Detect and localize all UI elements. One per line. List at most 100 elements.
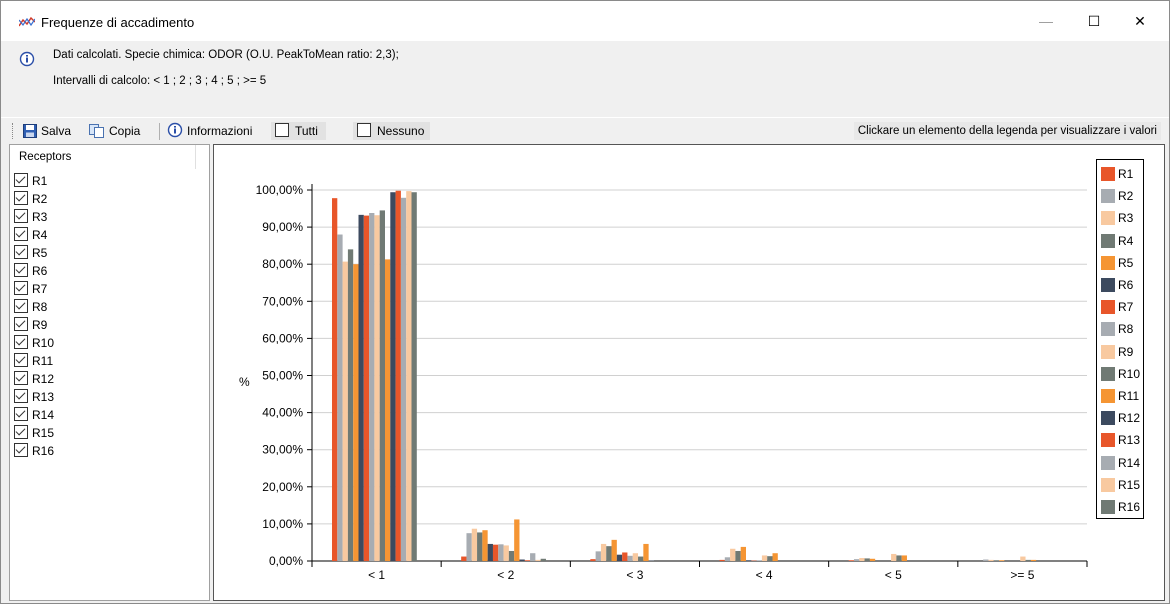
receptor-item[interactable]: R13 — [14, 389, 54, 407]
legend-item[interactable]: R2 — [1101, 186, 1141, 206]
receptor-checkbox[interactable] — [14, 353, 28, 367]
receptor-checkbox[interactable] — [14, 173, 28, 187]
receptor-checkbox[interactable] — [14, 425, 28, 439]
legend-label: R7 — [1118, 300, 1134, 315]
receptor-label: R15 — [32, 426, 55, 440]
bar-R7 — [492, 544, 499, 561]
select-all-label: Tutti — [295, 124, 318, 138]
legend-item[interactable]: R12 — [1101, 408, 1141, 428]
receptor-checkbox[interactable] — [14, 299, 28, 313]
receptor-item[interactable]: R16 — [14, 443, 54, 461]
select-all-checkbox[interactable]: Tutti — [271, 122, 326, 140]
toolbar-grip[interactable] — [12, 123, 15, 139]
receptor-checkbox[interactable] — [14, 317, 28, 331]
receptor-checkbox[interactable] — [14, 191, 28, 205]
bar-R9 — [761, 555, 768, 561]
legend-item[interactable]: R14 — [1101, 453, 1141, 473]
legend-item[interactable]: R5 — [1101, 253, 1141, 273]
close-button[interactable]: ✕ — [1134, 13, 1146, 29]
legend-item[interactable]: R8 — [1101, 319, 1141, 339]
receptor-item[interactable]: R12 — [14, 371, 54, 389]
receptor-item[interactable]: R3 — [14, 209, 54, 227]
receptor-checkbox[interactable] — [14, 263, 28, 277]
bar-R11 — [643, 543, 649, 561]
window-title: Frequenze di accadimento — [41, 15, 195, 30]
legend-item[interactable]: R3 — [1101, 208, 1141, 228]
minimize-button[interactable]: — — [1039, 13, 1053, 29]
legend-swatch — [1101, 500, 1115, 514]
legend-swatch — [1101, 366, 1115, 381]
save-button[interactable]: Salva — [23, 122, 71, 140]
legend-swatch — [1101, 278, 1115, 292]
receptor-item[interactable]: R8 — [14, 299, 54, 317]
bar-R12 — [390, 192, 396, 561]
legend-item[interactable]: R1 — [1101, 164, 1141, 184]
bar-R6 — [487, 543, 493, 561]
legend-item[interactable]: R15 — [1101, 475, 1141, 495]
receptor-checkbox[interactable] — [14, 407, 28, 421]
bar-R1 — [461, 556, 467, 561]
select-none-checkbox[interactable]: Nessuno — [353, 122, 431, 140]
bar-R1 — [332, 198, 338, 562]
select-none-label: Nessuno — [377, 124, 425, 138]
receptor-label: R7 — [32, 282, 48, 296]
legend-item[interactable]: R9 — [1101, 342, 1141, 362]
maximize-button[interactable]: ☐ — [1087, 13, 1101, 29]
x-tick-label: < 1 — [368, 568, 385, 582]
copy-button[interactable]: Copia — [89, 122, 140, 140]
legend-swatch — [1101, 189, 1115, 204]
y-axis-label: % — [239, 375, 250, 389]
receptor-item[interactable]: R5 — [14, 245, 54, 263]
bar-R10 — [1025, 559, 1031, 561]
receptor-checkbox[interactable] — [14, 443, 28, 457]
bar-R10 — [379, 210, 385, 561]
legend-swatch — [1101, 322, 1115, 337]
receptor-item[interactable]: R7 — [14, 281, 54, 299]
receptor-item[interactable]: R6 — [14, 263, 54, 281]
legend-item[interactable]: R7 — [1101, 297, 1141, 317]
legend-hint: Clickare un elemento della legenda per v… — [853, 122, 1161, 140]
receptor-checkbox[interactable] — [14, 389, 28, 403]
bar-R9 — [891, 553, 897, 561]
bar-R10 — [767, 556, 773, 561]
receptor-item[interactable]: R14 — [14, 407, 54, 425]
info-icon — [19, 51, 35, 67]
receptor-item[interactable]: R9 — [14, 317, 54, 335]
bar-R8 — [369, 213, 375, 561]
bar-R16 — [411, 192, 417, 561]
legend-swatch — [1101, 389, 1115, 403]
legend-label: R16 — [1118, 500, 1141, 514]
receptor-item[interactable]: R2 — [14, 191, 54, 209]
legend-item[interactable]: R13 — [1101, 430, 1141, 450]
receptor-item[interactable]: R11 — [14, 353, 54, 371]
receptor-item[interactable]: R15 — [14, 425, 54, 443]
receptor-item[interactable]: R4 — [14, 227, 54, 245]
bar-R14 — [400, 197, 407, 561]
info-text-species: Dati calcolati. Specie chimica: ODOR (O.… — [53, 49, 399, 61]
bar-R4 — [993, 560, 1000, 561]
chart-panel: 0,00% 10,00% 20,00% 30,00% 40,00% 50,00% 60,00… — [213, 144, 1165, 601]
receptor-checkbox[interactable] — [14, 245, 28, 259]
legend-item[interactable]: R4 — [1101, 231, 1141, 251]
legend-item[interactable]: R16 — [1101, 497, 1141, 517]
receptor-checkbox[interactable] — [14, 335, 28, 349]
receptors-column-header[interactable]: Receptors — [10, 145, 196, 169]
legend-item[interactable]: R10 — [1101, 364, 1141, 384]
receptor-item[interactable]: R10 — [14, 335, 54, 353]
legend-item[interactable]: R11 — [1101, 386, 1141, 406]
receptor-checkbox[interactable] — [14, 371, 28, 385]
info-button[interactable]: Informazioni — [167, 122, 252, 140]
receptor-label: R12 — [32, 372, 55, 386]
receptor-checkbox[interactable] — [14, 209, 28, 223]
bar-R3 — [471, 528, 478, 561]
x-tick-label: < 4 — [756, 568, 773, 582]
receptor-checkbox[interactable] — [14, 227, 28, 241]
receptor-item[interactable]: R1 — [14, 173, 54, 191]
x-tick-label: < 2 — [497, 568, 514, 582]
receptor-checkbox[interactable] — [14, 281, 28, 295]
y-tick-label: 10,00% — [262, 517, 303, 531]
legend-item[interactable]: R6 — [1101, 275, 1141, 295]
receptor-label: R2 — [32, 192, 48, 206]
bar-R7 — [622, 552, 628, 561]
bar-R1 — [719, 559, 725, 561]
